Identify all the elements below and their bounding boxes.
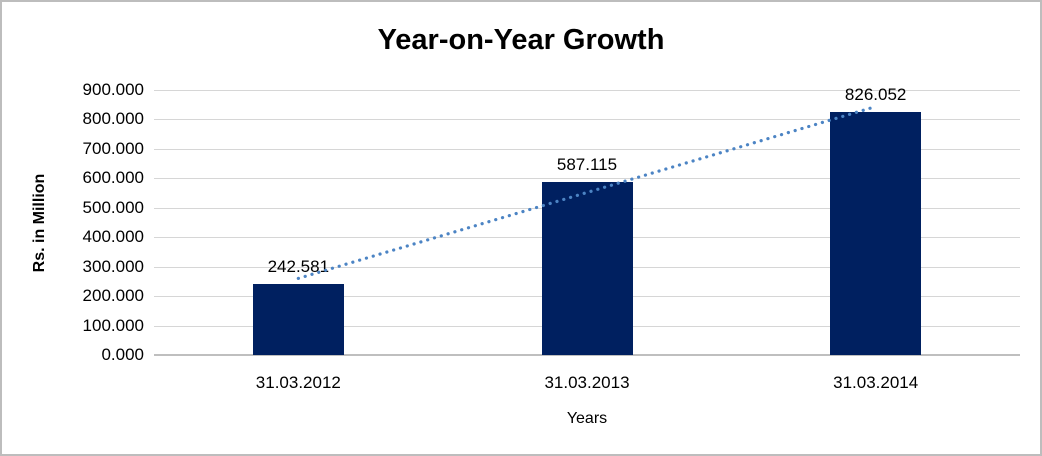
gridline [154, 90, 1020, 91]
chart-title: Year-on-Year Growth [377, 24, 665, 56]
y-tick-label: 300.000 [82, 256, 144, 276]
bar [252, 283, 344, 355]
y-tick-label: 700.000 [82, 138, 144, 158]
bar-value-label: 826.052 [844, 84, 907, 104]
bar-value-label: 587.115 [556, 155, 618, 175]
bar [830, 111, 922, 355]
x-category-label: 31.03.2013 [544, 373, 630, 392]
x-axis-labels: 31.03.2012 31.03.2013 31.03.2014 [154, 373, 1020, 395]
plot-area: 242.581 587.115 826.052 [154, 85, 1020, 356]
gridline [154, 354, 1020, 356]
bar [541, 182, 633, 355]
y-tick-label: 200.000 [82, 286, 144, 306]
y-tick-label: 900.000 [82, 80, 144, 99]
y-tick-label: 500.000 [82, 197, 144, 217]
bar-value-label: 242.581 [267, 256, 330, 276]
y-tick-label: 800.000 [82, 109, 144, 129]
y-tick-label: 600.000 [82, 168, 144, 188]
y-tick-label: 100.000 [82, 315, 144, 335]
y-tick-label: 0.000 [101, 345, 144, 364]
y-axis-tick-labels: 0.000 100.000 200.000 300.000 400.000 500.000… [2, 2, 144, 454]
x-axis-title: Years [566, 410, 608, 427]
x-category-label: 31.03.2012 [255, 373, 341, 392]
x-category-label: 31.03.2014 [833, 373, 919, 392]
y-tick-label: 400.000 [82, 227, 144, 247]
